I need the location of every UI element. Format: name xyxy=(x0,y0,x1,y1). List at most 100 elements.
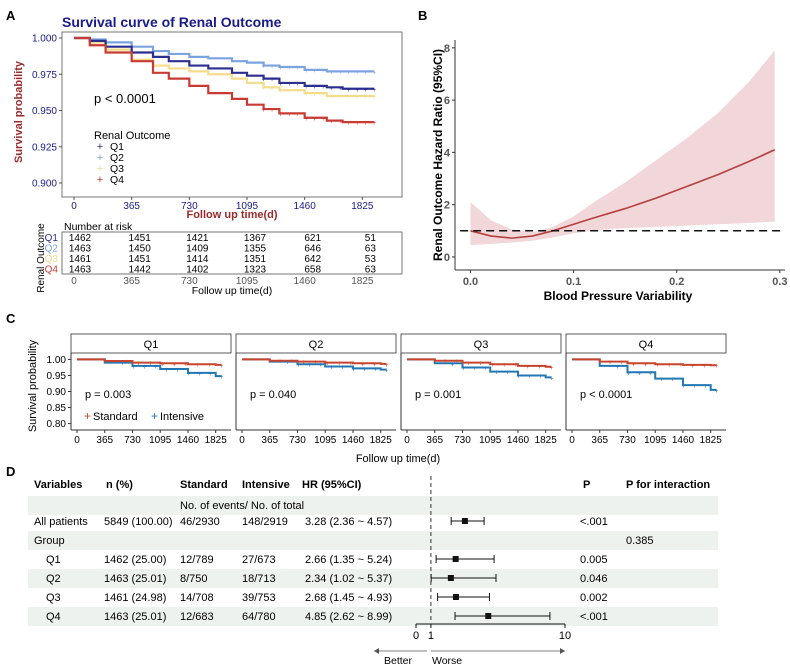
censor-mark-standard: + xyxy=(490,362,494,369)
censor-mark-standard: + xyxy=(290,359,294,366)
censor-mark-standard: + xyxy=(325,361,329,368)
x-tick-label: 1825 xyxy=(700,435,723,446)
x-tick-label: 0 xyxy=(569,435,575,446)
panel-a-pvalue: p < 0.0001 xyxy=(94,91,156,106)
censor-mark-q4: + xyxy=(364,120,368,127)
censor-mark-intensive: + xyxy=(132,364,136,371)
risk-table-body: Q1 1462 1451 1421 1367 621 51 Q2 1463 1450 1409 135… xyxy=(45,233,377,276)
row-band xyxy=(28,531,718,550)
risk-row-label: Q2 xyxy=(45,244,59,255)
censor-mark-q1: + xyxy=(338,85,342,92)
censor-mark-intensive: + xyxy=(549,375,553,382)
x-tick-label: 730 xyxy=(181,201,198,212)
censor-mark-q3: + xyxy=(364,94,368,101)
risk-count: 63 xyxy=(365,244,377,255)
censor-mark-standard: + xyxy=(620,360,624,367)
x-tick-label: 1460 xyxy=(342,435,365,446)
censor-mark-q4: + xyxy=(372,120,376,127)
x-tick-label: 0 xyxy=(404,435,410,446)
censor-mark-intensive: + xyxy=(462,365,466,372)
row-n: 1461 (24.98) xyxy=(104,592,166,604)
curve-standard xyxy=(242,358,387,365)
forest-row: All patients 5849 (100.00) 46/2930 148/2919… xyxy=(34,516,608,528)
censor-mark-q1: + xyxy=(296,81,300,88)
header-hr: HR (95%CI) xyxy=(302,479,362,491)
censor-mark-intensive: + xyxy=(186,371,190,378)
y-tick-label: 0.95 xyxy=(47,371,67,382)
facet-pvalue: p = 0.003 xyxy=(85,389,131,401)
row-intensive: 148/2919 xyxy=(242,516,288,528)
censor-mark-q3: + xyxy=(330,94,334,101)
row-variable: Group xyxy=(34,535,65,547)
x-tick-label: 0 xyxy=(71,201,77,212)
panel-a-legend: + Q1 + Q2 + Q3 + Q4 xyxy=(97,141,124,186)
facet-title: Q1 xyxy=(144,339,159,351)
row-hr: 3.28 (2.36 ~ 4.57) xyxy=(305,516,392,528)
censor-mark-standard: + xyxy=(113,359,117,366)
censor-mark-intensive: + xyxy=(648,370,652,377)
risk-count: 1450 xyxy=(129,244,152,255)
censor-mark-q3: + xyxy=(372,94,376,101)
risk-count: 1451 xyxy=(129,233,152,244)
censor-mark-standard: + xyxy=(538,364,542,371)
censor-mark-q4: + xyxy=(304,116,308,123)
censor-mark-intensive: + xyxy=(505,370,509,377)
censor-mark-intensive: + xyxy=(362,366,366,373)
panel-c-y-ticks: 0.80 0.85 0.90 0.95 1.00 xyxy=(47,355,71,430)
risk-table-frame xyxy=(61,231,403,275)
legend-label-q1: Q1 xyxy=(110,141,124,153)
risk-table-title: Number at risk xyxy=(64,221,133,233)
forest-row: Group 0.385 xyxy=(34,535,654,547)
censor-mark-intensive: + xyxy=(516,373,520,380)
header-variables: Variables xyxy=(34,479,82,491)
x-tick-label: 0.3 xyxy=(772,276,787,288)
censor-mark-standard: + xyxy=(691,363,695,370)
panel-b-plot xyxy=(460,50,785,246)
forest-x-tick-label: 0 xyxy=(413,630,419,642)
curve-intensive xyxy=(407,358,552,379)
row-standard: 12/683 xyxy=(180,611,214,623)
x-tick-label: 730 xyxy=(289,435,306,446)
legend-standard-label: Standard xyxy=(93,411,138,423)
row-hr: 2.68 (1.45 ~ 4.93) xyxy=(305,592,392,604)
header-intensive: Intensive xyxy=(242,479,290,491)
censor-mark-q3: + xyxy=(347,94,351,101)
y-tick-label: 1.00 xyxy=(47,355,67,366)
panel-label-b: B xyxy=(418,8,427,23)
censor-mark-intensive: + xyxy=(373,366,377,373)
facet-strip xyxy=(70,333,232,354)
panel-b-y-ticks: 0 2 4 6 8 xyxy=(444,43,455,264)
censor-mark-q2: + xyxy=(287,65,291,72)
censor-mark-q4: + xyxy=(262,107,266,114)
row-p: 0.046 xyxy=(580,573,608,585)
censor-mark-q1: + xyxy=(304,84,308,91)
censor-mark-intensive: + xyxy=(164,367,168,374)
risk-x-tick-label: 1095 xyxy=(236,276,259,287)
censor-mark-intensive: + xyxy=(340,364,344,371)
censor-mark-intensive: + xyxy=(219,374,223,381)
y-tick-label: 0 xyxy=(444,252,450,264)
panel-a-legend-title: Renal Outcome xyxy=(94,130,170,142)
censor-mark-q2: + xyxy=(347,69,351,76)
risk-count: 1402 xyxy=(186,265,209,276)
censor-mark-standard: + xyxy=(302,360,306,367)
forest-row: Q3 1461 (24.98) 14/708 39/753 2.68 (1.45 ~ 4… xyxy=(46,592,608,604)
censor-mark-q4: + xyxy=(330,119,334,126)
censor-mark-standard: + xyxy=(137,361,141,368)
facet-pvalue: p = 0.040 xyxy=(250,389,296,401)
row-hr: 2.34 (1.02 ~ 5.37) xyxy=(305,573,392,585)
hr-point xyxy=(452,556,459,562)
row-intensive: 27/673 xyxy=(242,554,276,566)
censor-mark-intensive: + xyxy=(703,383,707,390)
risk-row-label: Q4 xyxy=(45,265,59,276)
risk-count: 1463 xyxy=(69,265,92,276)
censor-mark-q4: + xyxy=(355,120,359,127)
x-tick-label: 365 xyxy=(426,435,443,446)
censor-mark-standard: + xyxy=(703,363,707,370)
arrow-worse-head xyxy=(560,648,565,654)
risk-x-tick-label: 365 xyxy=(123,276,140,287)
censor-mark-q3: + xyxy=(355,94,359,101)
censor-mark-q4: + xyxy=(338,119,342,126)
curve-q4 xyxy=(74,36,375,124)
